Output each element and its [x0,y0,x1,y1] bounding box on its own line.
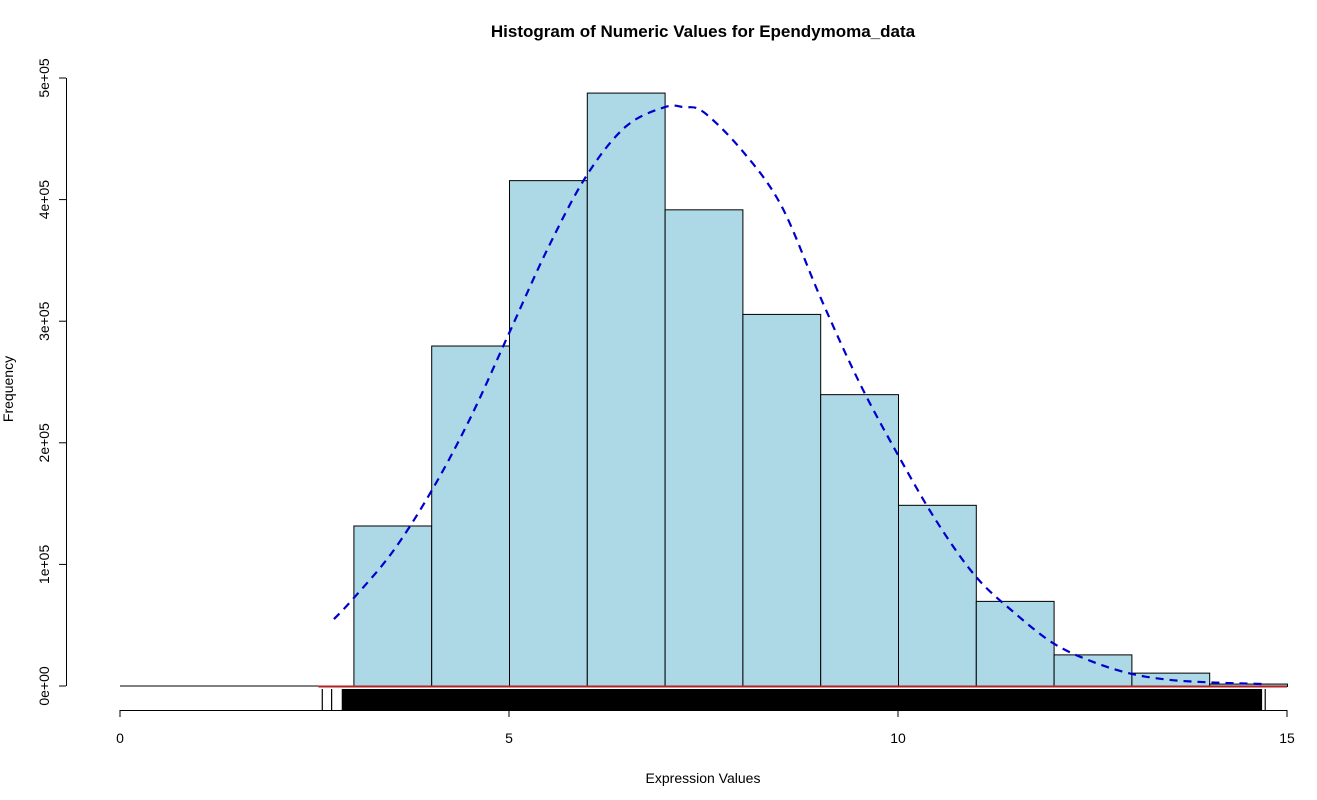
x-tick-label-3: 15 [1279,730,1295,746]
histogram-bar-3 [586,92,666,688]
histogram-bar-1 [431,345,511,687]
x-tick-label-0: 0 [116,730,124,746]
bars-layer [120,92,1288,688]
density-curve [333,104,1268,686]
x-tick-label-1: 5 [505,730,513,746]
y-tick-label-0: 0e+00 [36,666,52,706]
y-tick-label-2: 2e+05 [36,423,52,463]
y-axis-label: Frequency [0,356,16,422]
rug-band [341,689,1263,710]
y-tick-label-5: 5e+05 [36,58,52,98]
histogram-bar-4 [664,209,744,687]
axes-layer: 0 5 10 15 0e+00 1e+05 2e+05 3e+05 4e+05 5e+05 [36,58,1295,746]
y-tick-label-4: 4e+05 [36,180,52,220]
lines-layer [318,104,1287,710]
x-tick-label-2: 10 [890,730,906,746]
histogram-bar-8 [975,600,1055,688]
histogram-bar-5 [742,313,822,687]
y-tick-label-3: 3e+05 [36,301,52,341]
x-axis-label: Expression Values [646,770,761,786]
histogram-bar-7 [898,504,977,688]
y-tick-label-1: 1e+05 [36,545,52,585]
histogram-bar-2 [509,180,588,687]
chart-title: Histogram of Numeric Values for Ependymo… [491,22,916,41]
histogram-bar-6 [820,394,900,687]
